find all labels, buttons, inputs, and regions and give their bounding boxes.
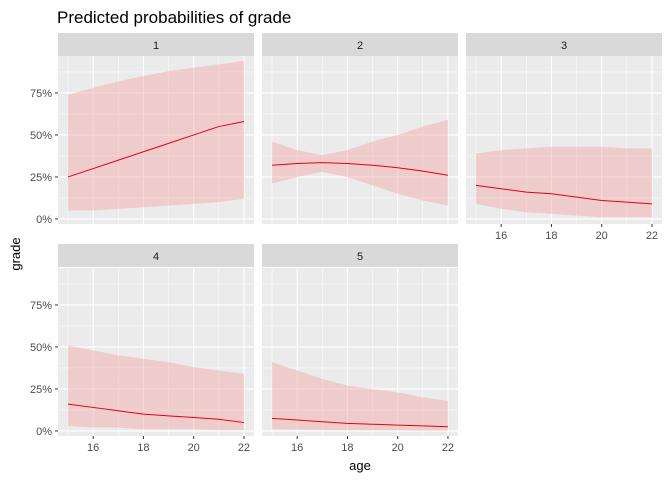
chart-title: Predicted probabilities of grade bbox=[57, 8, 291, 27]
facet-strip-label: 3 bbox=[561, 40, 567, 52]
x-tick-label: 22 bbox=[238, 442, 250, 454]
y-tick-label: 0% bbox=[36, 214, 52, 226]
facet-strip-label: 1 bbox=[153, 40, 159, 52]
prediction-line bbox=[475, 184, 652, 205]
panel-background bbox=[262, 56, 458, 224]
y-tick-label: 75% bbox=[30, 88, 52, 100]
facet-strip bbox=[58, 244, 254, 267]
panel-background bbox=[58, 268, 254, 436]
prediction-line bbox=[67, 403, 245, 424]
y-tick-label: 25% bbox=[30, 172, 52, 184]
y-tick-label: 50% bbox=[30, 342, 52, 354]
facet-strip bbox=[262, 33, 458, 56]
facet-strip-label: 5 bbox=[357, 251, 363, 263]
facet-strip-label: 2 bbox=[357, 40, 363, 52]
confidence-band bbox=[68, 345, 244, 431]
facet-grid: 1 0% 25% 50% 75% 2 3 16 18 20 22 4 16 18 20 22 0% 25% 50% 7… bbox=[30, 33, 662, 454]
confidence-band bbox=[68, 61, 244, 211]
x-tick-label: 20 bbox=[596, 230, 608, 242]
confidence-band bbox=[272, 119, 448, 206]
panel-background bbox=[466, 56, 662, 224]
x-tick-label: 22 bbox=[646, 230, 658, 242]
x-tick-label: 20 bbox=[188, 442, 200, 454]
x-tick-label: 20 bbox=[392, 442, 404, 454]
facet-strip bbox=[262, 244, 458, 267]
facet-strip bbox=[58, 33, 254, 56]
x-tick-label: 22 bbox=[442, 442, 454, 454]
facet-panel-4: 4 16 18 20 22 0% 25% 50% 75% bbox=[30, 244, 254, 454]
x-axis-title: age bbox=[349, 458, 371, 473]
facet-strip-label: 4 bbox=[153, 251, 159, 263]
facet-strip bbox=[466, 33, 662, 56]
facet-panel-3: 3 16 18 20 22 bbox=[466, 33, 662, 242]
y-tick-label: 0% bbox=[36, 426, 52, 438]
facet-panel-2: 2 bbox=[262, 33, 458, 224]
prediction-line bbox=[67, 121, 245, 178]
x-tick-label: 16 bbox=[495, 230, 507, 242]
facet-panel-1: 1 0% 25% 50% 75% bbox=[30, 33, 254, 226]
y-tick-label: 75% bbox=[30, 300, 52, 312]
prediction-line bbox=[272, 417, 448, 428]
panel-background bbox=[262, 268, 458, 436]
x-tick-label: 16 bbox=[87, 442, 99, 454]
y-axis-title: grade bbox=[8, 237, 23, 270]
y-tick-label: 25% bbox=[30, 384, 52, 396]
x-tick-label: 18 bbox=[137, 442, 149, 454]
facet-panel-5: 5 16 18 20 22 bbox=[262, 244, 458, 454]
panel-background bbox=[58, 56, 254, 224]
confidence-band bbox=[272, 362, 448, 431]
x-tick-label: 16 bbox=[291, 442, 303, 454]
x-tick-label: 18 bbox=[341, 442, 353, 454]
confidence-band bbox=[476, 146, 652, 218]
prediction-line bbox=[272, 162, 449, 176]
y-tick-label: 50% bbox=[30, 130, 52, 142]
x-tick-label: 18 bbox=[545, 230, 557, 242]
